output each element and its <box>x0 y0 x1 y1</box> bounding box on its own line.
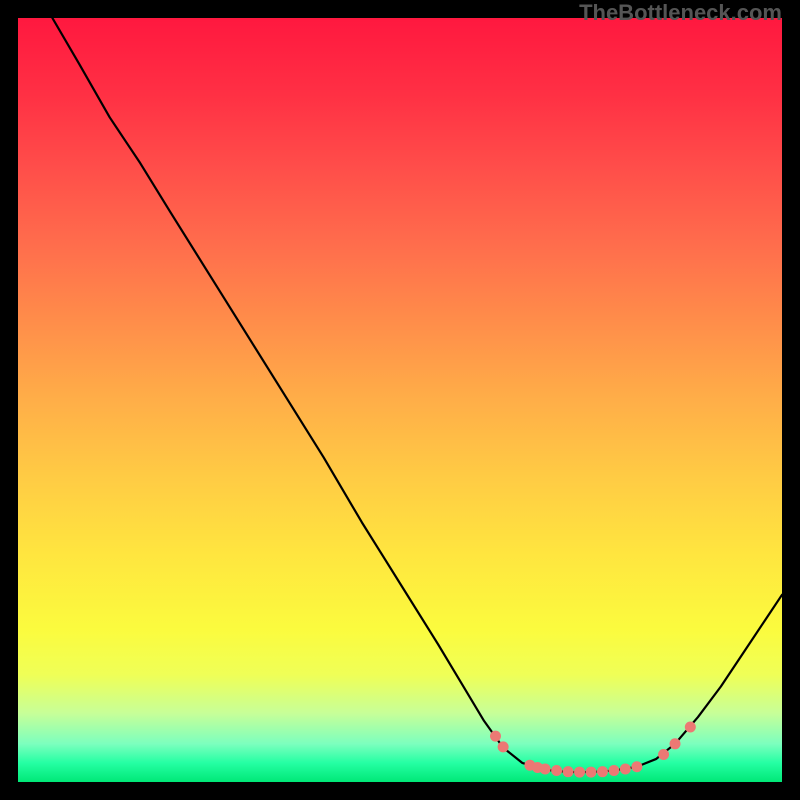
marker-dot <box>685 721 696 732</box>
plot-area <box>18 18 782 782</box>
marker-dot <box>597 766 608 777</box>
curve-layer <box>18 18 782 782</box>
marker-dot <box>620 764 631 775</box>
marker-dot <box>586 767 597 778</box>
bottleneck-chart: TheBottleneck.com <box>0 0 800 800</box>
marker-dot <box>563 766 574 777</box>
marker-dot <box>574 767 585 778</box>
marker-dot <box>551 765 562 776</box>
marker-dot <box>658 749 669 760</box>
bottleneck-curve <box>52 18 782 772</box>
marker-dot <box>608 765 619 776</box>
marker-dot <box>490 731 501 742</box>
marker-dot <box>498 741 509 752</box>
watermark-text: TheBottleneck.com <box>579 0 782 26</box>
marker-dot <box>540 764 551 775</box>
marker-dot <box>670 738 681 749</box>
optimal-range-markers <box>490 721 696 777</box>
marker-dot <box>631 761 642 772</box>
